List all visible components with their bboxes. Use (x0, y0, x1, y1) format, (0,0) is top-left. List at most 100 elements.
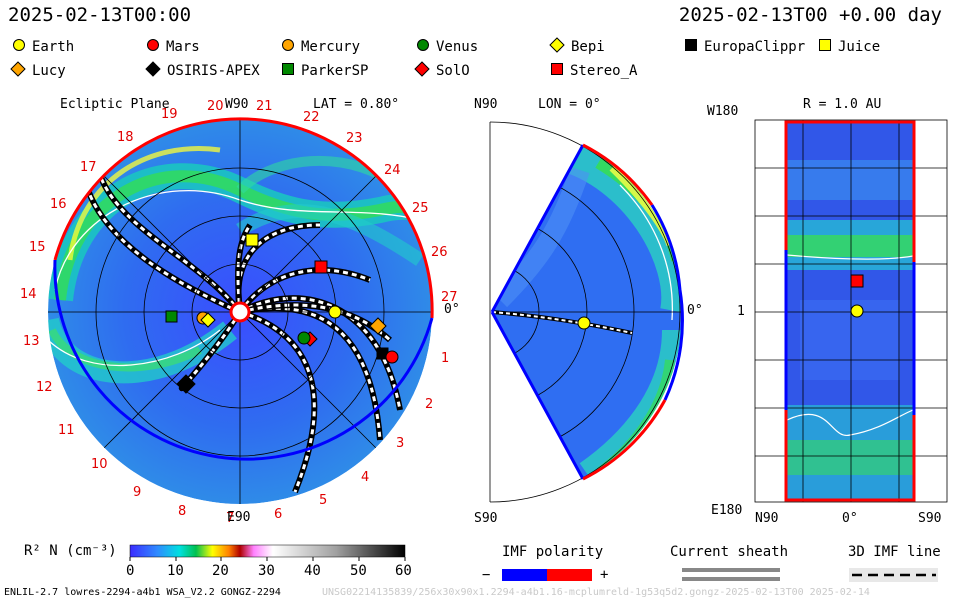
meridional-right-label: 0° (687, 303, 703, 318)
rot-17: 17 (80, 160, 97, 175)
legend-label: Mercury (301, 39, 361, 55)
rot-7: 7 (226, 511, 234, 526)
colorbar-label: R² N (cm⁻³) (24, 543, 117, 559)
radial-x-left: N90 (755, 511, 779, 526)
rot-25: 25 (412, 201, 429, 216)
imf-polarity-label: IMF polarity (502, 544, 604, 560)
rot-1: 1 (441, 351, 449, 366)
legend-label: Mars (166, 39, 200, 55)
venus-marker (297, 331, 311, 345)
ecliptic-boundary-negative (53, 259, 434, 461)
legend-item-bepi: Bepi (549, 37, 605, 57)
colorbar-tick: 10 (167, 563, 184, 579)
juice-marker-icon (818, 38, 832, 56)
europaclippr-marker-icon (684, 38, 698, 56)
radial-x-right: S90 (918, 511, 942, 526)
legend-item-europaclippr: EuropaClippr (684, 38, 805, 56)
legend-label: Lucy (32, 63, 66, 79)
stereo-a-marker-icon (550, 62, 564, 80)
rot-16: 16 (50, 197, 67, 212)
imf-polarity-bar (502, 569, 592, 581)
meridional-top-label: N90 (474, 97, 498, 112)
legend-label: EuropaClippr (704, 39, 806, 55)
rot-2: 2 (425, 397, 433, 412)
current-sheath-label: Current sheath (670, 544, 789, 560)
rot-6: 6 (274, 507, 282, 522)
legend-item-lucy: Lucy (10, 61, 66, 81)
date-left: 2025-02-13T00:00 (8, 4, 192, 26)
colorbar-tick: 20 (212, 563, 229, 579)
bepi-marker (200, 312, 216, 328)
rot-22: 22 (303, 110, 320, 125)
legend-item-mars: Mars (146, 38, 200, 56)
mars-marker (385, 350, 399, 364)
meridional-earth-marker (577, 316, 591, 330)
radial-stereo-a-marker (850, 274, 864, 288)
legend-item-earth: Earth (12, 38, 74, 56)
lucy-marker-icon (10, 61, 26, 81)
date-right: 2025-02-13T00 +0.00 day (678, 4, 942, 26)
solo-marker-icon (414, 61, 430, 81)
ecliptic-panel: 1 2 3 4 5 6 7 8 9 10 11 12 13 14 15 16 1… (20, 99, 458, 526)
meridional-lon-label: LON = 0° (538, 97, 601, 112)
ecliptic-lat-label: LAT = 0.80° (313, 97, 400, 112)
ecliptic-rotation-numbers: 1 2 3 4 5 6 7 8 9 10 11 12 13 14 15 16 1… (20, 99, 458, 526)
legend-item-juice: Juice (818, 38, 880, 56)
legend-item-venus: Venus (416, 38, 478, 56)
ecliptic-right-label: 0° (444, 302, 460, 317)
ecliptic-imf-lines (85, 173, 403, 494)
rot-11: 11 (58, 423, 75, 438)
ecliptic-bottom-label: E90 (227, 510, 251, 525)
earth-marker-icon (12, 38, 26, 56)
sun-marker (229, 301, 251, 323)
rot-20: 20 (207, 99, 224, 114)
venus-marker-icon (416, 38, 430, 56)
rot-8: 8 (178, 504, 186, 519)
radial-earth-marker (850, 304, 864, 318)
imf-plus-label: + (600, 567, 609, 583)
rot-19: 19 (161, 107, 178, 122)
ecliptic-markers (165, 233, 399, 394)
parkersp-marker (165, 310, 178, 323)
footer-run-info: ENLIL-2.7 lowres-2294-a4b1 WSA_V2.2 GONG… (4, 587, 281, 598)
footer-file-info: UNSG02214135839/256x30x90x1.2294-a4b1.16… (322, 587, 870, 598)
legend-item-solo: SolO (414, 61, 470, 81)
imf-line-legend (849, 568, 938, 582)
radial-top-left: W180 (707, 104, 739, 119)
lucy-marker (369, 317, 387, 335)
radial-bottom-left: E180 (711, 503, 743, 518)
legend-label: Venus (436, 39, 479, 55)
rot-10: 10 (91, 457, 108, 472)
mars-marker-icon (146, 38, 160, 56)
rot-9: 9 (133, 485, 141, 500)
juice-marker (245, 233, 259, 247)
rot-3: 3 (396, 436, 404, 451)
radial-x-mid: 0° (842, 511, 858, 526)
imf-line-label: 3D IMF line (848, 544, 941, 560)
radial-left-mid: 1 (737, 304, 745, 319)
radial-title: R = 1.0 AU (803, 97, 882, 112)
bepi-marker-icon (549, 37, 565, 57)
rot-14: 14 (20, 287, 37, 302)
legend-label: ParkerSP (301, 63, 369, 79)
rot-4: 4 (361, 470, 369, 485)
meridional-bottom-label: S90 (474, 511, 498, 526)
rot-18: 18 (117, 130, 134, 145)
earth-marker (328, 305, 342, 319)
colorbar-tick: 30 (258, 563, 275, 579)
legend-label: Juice (838, 39, 881, 55)
ecliptic-top-label: W90 (225, 97, 249, 112)
legend-item-mercury: Mercury (281, 38, 360, 56)
rot-21: 21 (256, 99, 273, 114)
rot-26: 26 (431, 245, 448, 260)
colorbar-tick: 60 (395, 563, 412, 579)
current-sheath-legend (682, 568, 780, 581)
legend-label: OSIRIS-APEX (167, 63, 260, 79)
rot-24: 24 (384, 163, 401, 178)
ecliptic-title: Ecliptic Plane (60, 97, 170, 112)
legend-label: SolO (436, 63, 470, 79)
osiris-apex-marker-icon (145, 61, 161, 81)
meridional-grid (492, 169, 683, 455)
legend-item-osiris-apex: OSIRIS-APEX (145, 61, 260, 81)
parkersp-marker-icon (281, 62, 295, 80)
